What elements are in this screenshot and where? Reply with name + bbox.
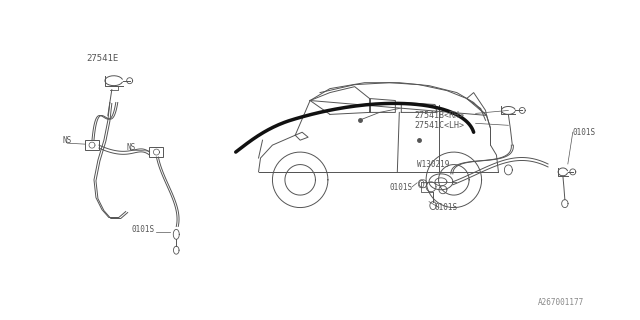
Text: 0101S: 0101S — [389, 183, 413, 192]
Text: 0101S: 0101S — [435, 203, 458, 212]
Text: A267001177: A267001177 — [538, 298, 584, 307]
Bar — [150, 147, 163, 157]
Text: NS: NS — [127, 143, 136, 152]
Text: 0101S: 0101S — [132, 225, 155, 234]
Text: 27541C<LH>: 27541C<LH> — [414, 121, 464, 130]
Text: W130219: W130219 — [417, 160, 449, 169]
Text: 0101S: 0101S — [573, 128, 596, 137]
Text: 27541E: 27541E — [86, 54, 118, 63]
Bar — [85, 140, 99, 150]
Text: 27541B<RH>: 27541B<RH> — [414, 111, 464, 120]
Text: NS: NS — [62, 136, 72, 145]
